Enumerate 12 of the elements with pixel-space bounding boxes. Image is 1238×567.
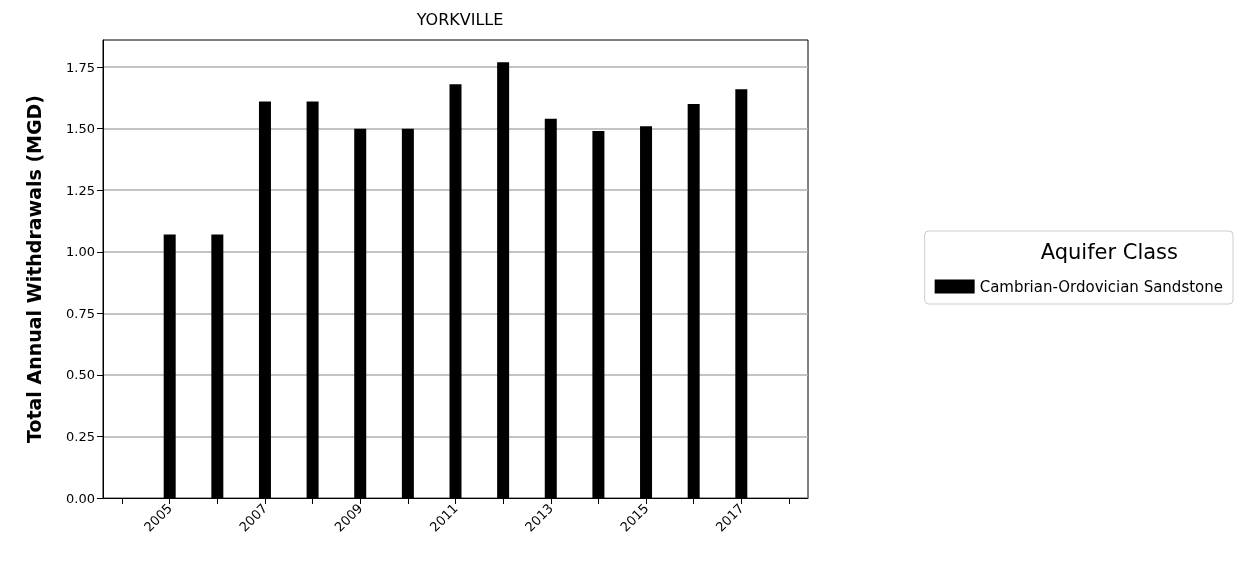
- y-tick-label: 1.25: [66, 182, 95, 198]
- legend-title: Aquifer Class: [1040, 239, 1178, 264]
- legend-label: Cambrian-Ordovician Sandstone: [979, 277, 1224, 296]
- y-tick-label: 0.50: [66, 367, 95, 383]
- y-tick-label: 0.75: [66, 305, 95, 321]
- y-tick-label: 1.75: [66, 59, 95, 75]
- y-tick-label: 0.25: [66, 428, 95, 444]
- y-tick-label: 0.00: [66, 490, 95, 506]
- y-axis-title: Total Annual Withdrawals (MGD): [22, 94, 45, 444]
- y-tick-label: 1.50: [66, 121, 95, 137]
- chart-title: YORKVILLE: [415, 9, 504, 29]
- y-tick-label: 1.00: [66, 244, 95, 260]
